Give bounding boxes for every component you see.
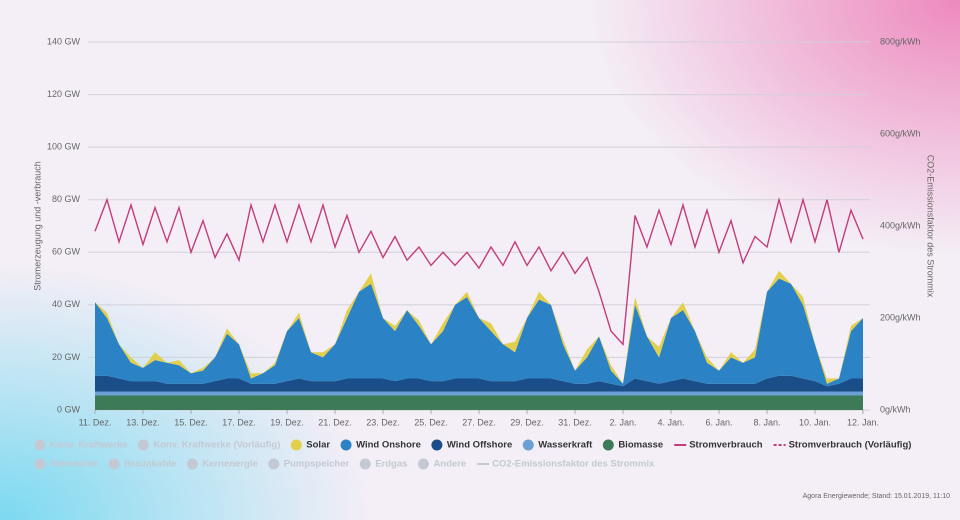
legend-label: Stromverbrauch (Vorläufig) (789, 440, 912, 451)
source: Agora Energiewende; Stand: 15.01.2019, 1… (803, 493, 950, 500)
x-tick-label: 15. Dez. (174, 417, 208, 427)
legend-label: Andere (433, 459, 466, 470)
legend-symbol (431, 439, 443, 451)
legend-label: Wasserkraft (538, 440, 593, 451)
y2-tick-label: 0g/kWh (880, 404, 911, 414)
legend-label: Wind Onshore (356, 440, 421, 451)
x-tick-label: 17. Dez. (222, 417, 256, 427)
x-tick-label: 19. Dez. (270, 417, 304, 427)
legend-label: Solar (306, 440, 330, 451)
x-tick-label: 13. Dez. (126, 417, 160, 427)
x-tick-label: 10. Jan. (799, 417, 831, 427)
legend-label: Biomasse (618, 440, 663, 451)
area (95, 375, 863, 392)
y-tick-label: 120 GW (47, 89, 81, 99)
x-tick-label: 25. Dez. (414, 417, 448, 427)
x-tick-label: 2. Jan. (609, 417, 636, 427)
legend-symbol (602, 439, 614, 451)
legend-symbol (359, 458, 371, 470)
y2-axis-label: CO2-Emissionsfaktor des Strommix (926, 155, 936, 298)
legend-symbol (417, 458, 429, 470)
y2-tick-label: 800g/kWh (880, 36, 921, 46)
y-tick-label: 20 GW (52, 352, 81, 362)
y-tick-label: 100 GW (47, 142, 81, 152)
legend-label: Erdgas (375, 459, 407, 470)
legend-symbol (340, 439, 352, 451)
legend-symbol (186, 458, 198, 470)
legend-label: CO2-Emissionsfaktor des Strommix (492, 459, 655, 470)
legend-symbol (268, 458, 280, 470)
legend-label: Steinkohle (50, 459, 98, 470)
legend-symbol (34, 439, 46, 451)
y-tick-label: 40 GW (52, 299, 81, 309)
legend-symbol (137, 439, 149, 451)
legend-symbol (522, 439, 534, 451)
x-tick-label: 12. Jan. (847, 417, 879, 427)
y-tick-label: 80 GW (52, 194, 81, 204)
x-tick-label: 27. Dez. (462, 417, 496, 427)
legend-label: Wind Offshore (447, 440, 512, 451)
x-tick-label: 21. Dez. (318, 417, 352, 427)
legend-label: Konv. Kraftwerke (50, 440, 127, 451)
y-tick-label: 0 GW (57, 404, 81, 414)
legend-symbol (290, 439, 302, 451)
x-tick-label: 6. Jan. (705, 417, 732, 427)
y2-tick-label: 600g/kWh (880, 128, 921, 138)
areas (95, 270, 863, 410)
x-tick-label: 8. Jan. (753, 417, 780, 427)
legend-symbol (34, 458, 46, 470)
x-tick-label: 23. Dez. (366, 417, 400, 427)
y-tick-label: 140 GW (47, 36, 81, 46)
area (95, 395, 863, 410)
area (95, 391, 863, 396)
x-tick-label: 4. Jan. (657, 417, 684, 427)
y2-tick-label: 200g/kWh (880, 312, 921, 322)
line (94, 197, 864, 346)
x-tick-label: 31. Dez. (558, 417, 592, 427)
x-tick-label: 11. Dez. (79, 417, 112, 427)
y-axis-label: Stromerzeugung und -verbrauch (32, 161, 42, 291)
legend-label: Braunkohle (124, 459, 176, 470)
y-tick-label: 60 GW (52, 247, 81, 257)
legend-label: Pumpspeicher (284, 459, 350, 470)
legend-label: Kernenergie (202, 459, 257, 470)
x-tick-label: 29. Dez. (510, 417, 544, 427)
area (95, 278, 863, 387)
y2-tick-label: 400g/kWh (880, 220, 921, 230)
legend-symbol (108, 458, 120, 470)
legend-label: Stromverbrauch (689, 440, 763, 451)
legend-label: Konv. Kraftwerke (Vorläufig) (153, 440, 280, 451)
